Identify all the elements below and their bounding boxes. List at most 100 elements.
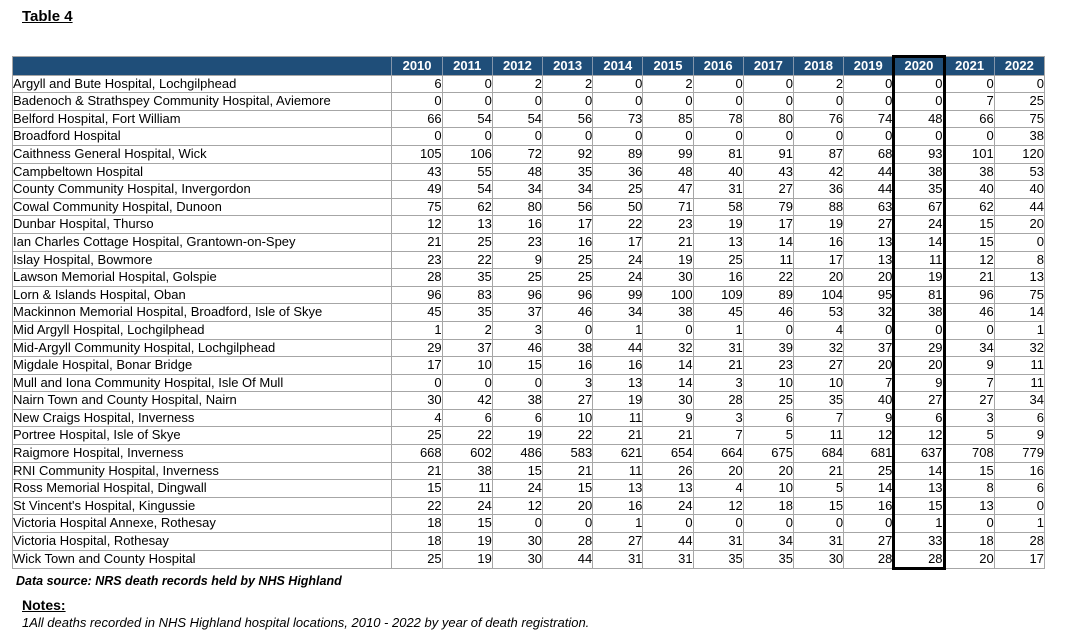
value-cell-2012: 0 (491, 373, 544, 393)
value-cell-2022: 1 (993, 514, 1046, 534)
value-cell-2015: 100 (642, 285, 694, 305)
value-cell-2022: 0 (993, 496, 1046, 516)
value-cell-2020: 24 (892, 215, 946, 234)
value-cell-2022: 28 (993, 532, 1046, 551)
hospital-name-cell: Portree Hospital, Isle of Skye (11, 426, 393, 446)
value-cell-2010: 21 (391, 461, 443, 481)
value-cell-2015: 21 (642, 232, 694, 252)
value-cell-2013: 44 (542, 549, 594, 570)
value-cell-2015: 0 (642, 92, 694, 111)
value-cell-2012: 37 (491, 303, 544, 322)
hospital-name-cell: Caithness General Hospital, Wick (11, 144, 393, 164)
value-cell-2016: 0 (692, 74, 744, 94)
value-cell-2011: 106 (441, 144, 493, 164)
value-cell-2020: 0 (892, 320, 946, 340)
value-cell-2021: 12 (943, 250, 995, 270)
value-cell-2014: 0 (592, 127, 644, 146)
hospital-name-cell: Ian Charles Cottage Hospital, Grantown-o… (11, 232, 393, 252)
value-cell-2019: 25 (843, 461, 895, 481)
value-cell-2013: 28 (542, 532, 594, 551)
table-row: County Community Hospital, Invergordon 49… (11, 180, 1046, 199)
value-cell-2018: 32 (792, 338, 845, 358)
value-cell-2013: 27 (542, 391, 594, 410)
value-cell-2014: 16 (592, 356, 644, 375)
value-cell-2013: 21 (542, 461, 594, 481)
value-cell-2010: 21 (391, 232, 443, 252)
value-cell-2017: 79 (742, 197, 794, 217)
value-cell-2012: 15 (491, 356, 544, 375)
value-cell-2018: 19 (792, 215, 845, 234)
table-row: RNI Community Hospital, Inverness 21 38 15 2… (11, 461, 1046, 481)
value-cell-2021: 46 (943, 303, 995, 322)
value-cell-2018: 31 (792, 532, 845, 551)
value-cell-2020: 13 (892, 479, 946, 498)
table-row: Raigmore Hospital, Inverness 668 602 486 583… (11, 444, 1046, 463)
value-cell-2013: 56 (542, 109, 594, 129)
value-cell-2011: 37 (441, 338, 493, 358)
value-cell-2018: 11 (792, 426, 845, 446)
value-cell-2011: 19 (441, 532, 493, 551)
hospital-name-cell: Argyll and Bute Hospital, Lochgilphead (11, 74, 393, 94)
value-cell-2017: 20 (742, 461, 794, 481)
value-cell-2012: 46 (491, 338, 544, 358)
value-cell-2018: 27 (792, 356, 845, 375)
value-cell-2014: 11 (592, 461, 644, 481)
value-cell-2011: 62 (441, 197, 493, 217)
value-cell-2014: 44 (592, 338, 644, 358)
value-cell-2013: 56 (542, 197, 594, 217)
value-cell-2016: 12 (692, 496, 744, 516)
table-row: Cowal Community Hospital, Dunoon 75 62 80 56… (11, 197, 1046, 217)
value-cell-2014: 31 (592, 549, 644, 570)
value-cell-2013: 25 (542, 250, 594, 270)
value-cell-2015: 14 (642, 373, 694, 393)
value-cell-2016: 21 (692, 356, 744, 375)
hospital-name-cell: New Craigs Hospital, Inverness (11, 408, 393, 428)
value-cell-2014: 621 (592, 444, 644, 463)
value-cell-2020: 14 (892, 232, 946, 252)
value-cell-2021: 15 (943, 461, 995, 481)
value-cell-2017: 91 (742, 144, 794, 164)
value-cell-2011: 42 (441, 391, 493, 410)
year-column-header-2014: 2014 (592, 56, 644, 76)
value-cell-2011: 13 (441, 215, 493, 234)
value-cell-2019: 44 (843, 180, 895, 199)
value-cell-2010: 43 (391, 162, 443, 182)
value-cell-2015: 23 (642, 215, 694, 234)
table-row: New Craigs Hospital, Inverness 4 6 6 10 11 9 3 6… (11, 408, 1046, 428)
value-cell-2012: 34 (491, 180, 544, 199)
value-cell-2015: 26 (642, 461, 694, 481)
value-cell-2016: 20 (692, 461, 744, 481)
value-cell-2017: 25 (742, 391, 794, 410)
value-cell-2011: 38 (441, 461, 493, 481)
value-cell-2021: 8 (943, 479, 995, 498)
value-cell-2010: 15 (391, 479, 443, 498)
value-cell-2018: 87 (792, 144, 845, 164)
value-cell-2010: 17 (391, 356, 443, 375)
value-cell-2021: 7 (943, 92, 995, 111)
value-cell-2012: 0 (491, 92, 544, 111)
value-cell-2010: 12 (391, 215, 443, 234)
value-cell-2013: 46 (542, 303, 594, 322)
value-cell-2019: 0 (843, 320, 895, 340)
value-cell-2022: 1 (993, 320, 1046, 340)
value-cell-2014: 24 (592, 268, 644, 287)
value-cell-2019: 14 (843, 479, 895, 498)
value-cell-2020: 20 (892, 356, 946, 375)
value-cell-2012: 72 (491, 144, 544, 164)
value-cell-2021: 20 (943, 549, 995, 570)
value-cell-2016: 45 (692, 303, 744, 322)
value-cell-2018: 4 (792, 320, 845, 340)
value-cell-2020: 38 (892, 303, 946, 322)
value-cell-2013: 17 (542, 215, 594, 234)
value-cell-2013: 16 (542, 356, 594, 375)
value-cell-2022: 44 (993, 197, 1046, 217)
value-cell-2019: 0 (843, 74, 895, 94)
value-cell-2022: 6 (993, 408, 1046, 428)
value-cell-2011: 83 (441, 285, 493, 305)
value-cell-2012: 25 (491, 268, 544, 287)
hospital-name-cell: Victoria Hospital Annexe, Rothesay (11, 514, 393, 534)
value-cell-2021: 38 (943, 162, 995, 182)
value-cell-2019: 32 (843, 303, 895, 322)
value-cell-2014: 11 (592, 408, 644, 428)
value-cell-2017: 23 (742, 356, 794, 375)
